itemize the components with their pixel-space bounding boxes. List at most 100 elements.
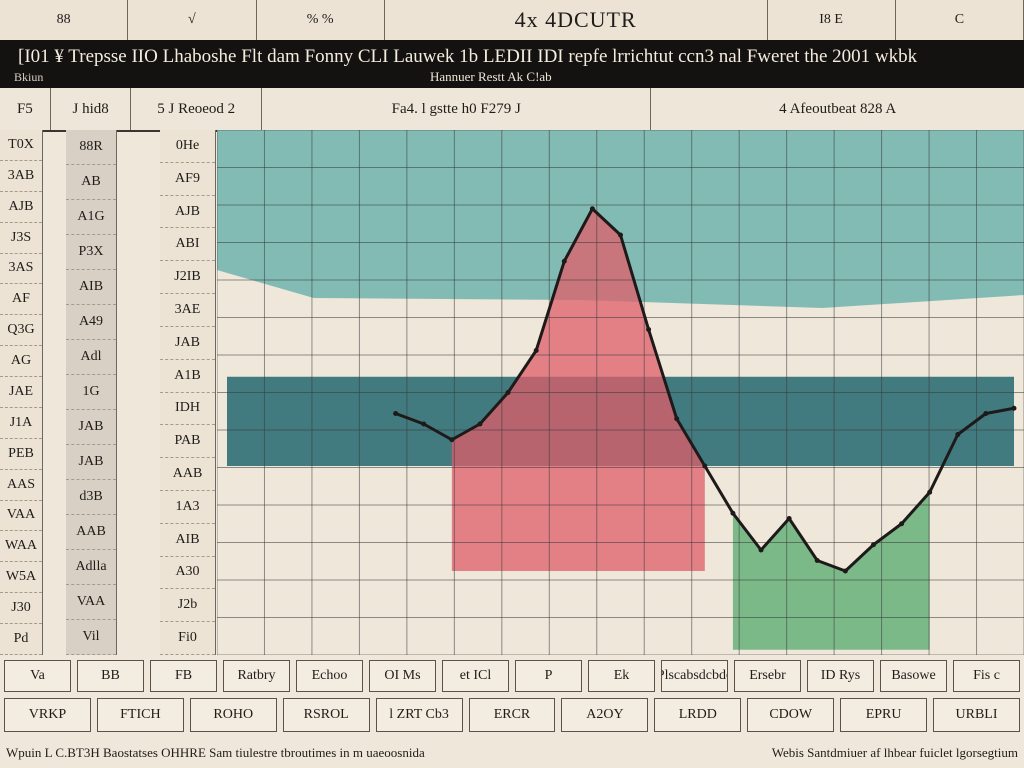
row-label-cell[interactable]: J1A bbox=[0, 408, 42, 439]
toolbar-button[interactable]: RSROL bbox=[282, 698, 370, 732]
row-label-cell[interactable]: AIB bbox=[160, 524, 215, 557]
row-label-cell[interactable]: AF bbox=[0, 284, 42, 316]
row-label-cell[interactable]: 3AB bbox=[0, 161, 42, 192]
row-label-cell[interactable]: J30 bbox=[0, 593, 42, 624]
toolbar-button[interactable]: URBLI bbox=[933, 698, 1020, 732]
row-label-cell[interactable]: JAB bbox=[160, 327, 215, 360]
row-label-cell[interactable]: W5A bbox=[0, 562, 42, 594]
row-label-cell[interactable]: 3AE bbox=[160, 294, 215, 327]
row-label-cell[interactable]: J2b bbox=[160, 589, 215, 623]
data-point bbox=[786, 516, 792, 521]
toolbar-button[interactable]: ID Rys bbox=[807, 660, 874, 692]
header-cell[interactable]: 4 Afeoutbeat 828 A bbox=[779, 100, 897, 117]
toolbar-button[interactable]: Va bbox=[4, 660, 71, 692]
toolbar-button[interactable]: EPRU bbox=[840, 698, 928, 732]
row-label-cell[interactable]: J2IB bbox=[160, 261, 215, 295]
toolbar-button[interactable]: Ek bbox=[588, 660, 655, 692]
tab-5[interactable]: C bbox=[896, 0, 1024, 40]
row-label-cell[interactable]: VAA bbox=[0, 501, 42, 532]
row-label-cell[interactable]: JAE bbox=[0, 377, 42, 408]
toolbar-button[interactable]: Fis c bbox=[953, 660, 1020, 692]
row-label-cell[interactable]: AF9 bbox=[160, 163, 215, 196]
row-label-cell[interactable]: AAS bbox=[0, 470, 42, 501]
data-point bbox=[646, 327, 652, 332]
toolbar-button[interactable]: ERCR bbox=[468, 698, 556, 732]
banner-corner-label: Bkiun bbox=[14, 70, 44, 84]
row-label-cell[interactable]: 88R bbox=[66, 130, 116, 165]
toolbar-button[interactable]: P bbox=[515, 660, 582, 692]
toolbar-button[interactable]: FTICH bbox=[96, 698, 184, 732]
red-area bbox=[451, 208, 705, 571]
row-label-cell[interactable]: AJB bbox=[0, 192, 42, 223]
row-label-cell[interactable]: Q3G bbox=[0, 315, 42, 347]
footer-right-text: Webis Santdmiuer af lhbear fuiclet lgors… bbox=[771, 745, 1018, 760]
tab-2[interactable]: √ bbox=[128, 0, 257, 40]
tab-3[interactable]: % % bbox=[257, 0, 385, 40]
row-label-cell[interactable]: PAB bbox=[160, 425, 215, 459]
row-label-cell[interactable]: JAB bbox=[66, 445, 116, 480]
row-label-column-1: T0X 3AB AJB J3S 3AS AF Q3G AG JAE J1A PEB AAS VAA WAA… bbox=[0, 130, 43, 655]
toolbar-button[interactable]: Ratbry bbox=[223, 660, 290, 692]
row-label-cell[interactable]: PEB bbox=[0, 439, 42, 470]
toolbar-button[interactable]: l ZRT Cb3 bbox=[375, 698, 463, 732]
toolbar-button[interactable]: VRKP bbox=[4, 698, 91, 732]
header-cell[interactable]: F5 bbox=[0, 88, 51, 130]
row-label-cell[interactable]: A30 bbox=[160, 557, 215, 590]
row-label-cell[interactable]: Fi0 bbox=[160, 622, 215, 655]
toolbar-button[interactable]: A2OY bbox=[561, 698, 649, 732]
row-label-cell[interactable]: AIB bbox=[66, 270, 116, 305]
data-point bbox=[449, 437, 455, 443]
row-label-cell[interactable]: 0He bbox=[160, 130, 215, 163]
row-label-cell[interactable]: AAB bbox=[160, 458, 215, 491]
header-cell[interactable]: Fa4. l gstte h0 F279 J bbox=[262, 88, 652, 130]
row-label-cell[interactable]: d3B bbox=[66, 480, 116, 515]
tab-1[interactable]: 88 bbox=[0, 0, 129, 40]
toolbar-button[interactable]: Plscabsdcbde bbox=[661, 660, 728, 692]
row-label-cell[interactable]: A1B bbox=[160, 360, 215, 393]
tab-4[interactable]: I8 E bbox=[768, 0, 896, 40]
toolbar-button[interactable]: OI Ms bbox=[369, 660, 436, 692]
toolbar-button[interactable]: ROHO bbox=[189, 698, 277, 732]
data-point bbox=[1011, 405, 1017, 411]
toolbar-button[interactable]: Basowe bbox=[880, 660, 947, 692]
row-label-cell[interactable]: JAB bbox=[66, 410, 116, 445]
data-point bbox=[870, 542, 876, 548]
toolbar-button[interactable]: BB bbox=[77, 660, 144, 692]
banner-subtitle: Hannuer Restt Ak C!ab bbox=[430, 69, 552, 84]
toolbar-button[interactable]: et ICl bbox=[442, 660, 509, 692]
row-label-cell[interactable]: 3AS bbox=[0, 254, 42, 285]
row-label-cell[interactable]: AAB bbox=[66, 515, 116, 550]
row-label-cell[interactable]: Adlla bbox=[66, 550, 116, 585]
row-label-cell[interactable]: AJB bbox=[160, 196, 215, 229]
row-label-cell[interactable]: WAA bbox=[0, 531, 42, 563]
row-label-cell[interactable]: VAA bbox=[66, 585, 116, 620]
data-point bbox=[393, 411, 399, 416]
row-label-cell[interactable]: 1A3 bbox=[160, 491, 215, 524]
row-label-cell[interactable]: A1G bbox=[66, 200, 116, 235]
row-label-cell[interactable]: 1G bbox=[66, 375, 116, 410]
row-label-cell[interactable]: Adl bbox=[66, 340, 116, 375]
toolbar-button[interactable]: FB bbox=[150, 660, 217, 692]
header-cell[interactable]: J hid8 bbox=[51, 88, 132, 130]
header-cell[interactable]: 5 J Reoeod 2 bbox=[131, 88, 262, 130]
toolbar-button[interactable]: Ersebr bbox=[734, 660, 801, 692]
row-label-cell[interactable]: AG bbox=[0, 346, 42, 377]
line-chart bbox=[217, 130, 1024, 655]
toolbar-button[interactable]: CDOW bbox=[747, 698, 835, 732]
row-label-cell[interactable]: T0X bbox=[0, 130, 42, 161]
row-label-cell[interactable]: J3S bbox=[0, 223, 42, 254]
row-label-cell[interactable]: ABI bbox=[160, 228, 215, 262]
toolbar-button[interactable]: LRDD bbox=[654, 698, 742, 732]
row-label-cell[interactable]: P3X bbox=[66, 235, 116, 270]
row-label-cell[interactable]: IDH bbox=[160, 393, 215, 426]
row-label-cell[interactable]: AB bbox=[66, 165, 116, 200]
data-point bbox=[421, 421, 427, 427]
toolbar-button[interactable]: Echoo bbox=[296, 660, 363, 692]
row-label-cell[interactable]: Vil bbox=[66, 620, 116, 655]
data-point bbox=[842, 568, 848, 574]
row-label-cell[interactable]: Pd bbox=[0, 624, 42, 655]
data-point bbox=[533, 348, 539, 353]
row-label-cell[interactable]: A49 bbox=[66, 305, 116, 340]
